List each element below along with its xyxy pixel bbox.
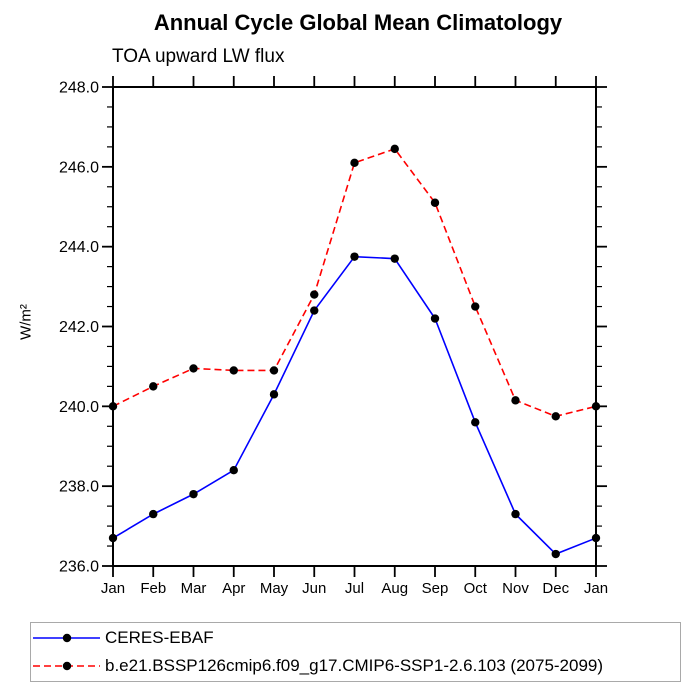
x-tick-labels: Jan Feb Mar Apr May Jun Jul Aug Sep Oct Nov Dec Jan (101, 580, 608, 597)
data-point (390, 254, 399, 263)
y-tick-labels: 236.0 238.0 240.0 242.0 244.0 246.0 248.0 (59, 80, 99, 576)
y-tick-label: 244.0 (59, 239, 99, 256)
x-tick-label: Jun (302, 580, 326, 597)
y-tick-label: 242.0 (59, 319, 99, 336)
x-ticks (112, 76, 597, 577)
data-point (269, 390, 279, 399)
data-point (149, 382, 158, 391)
data-point (430, 198, 440, 207)
x-tick-label: Aug (381, 580, 408, 597)
chart-subtitle: TOA upward LW flux (112, 46, 285, 67)
y-minor-ticks (107, 106, 602, 547)
x-tick-label: Nov (502, 580, 529, 597)
legend-label-ceres-ebaf: CERES-EBAF (105, 628, 214, 647)
data-point (430, 314, 440, 323)
series-markers-0 (108, 252, 601, 559)
x-tick-label: Mar (181, 580, 207, 597)
series-markers-1 (108, 144, 601, 421)
x-tick-label: May (260, 580, 289, 597)
data-point (189, 364, 198, 373)
x-tick-label: Feb (140, 580, 166, 597)
data-point (108, 402, 118, 411)
x-tick-label: Jan (101, 580, 125, 597)
data-point (229, 366, 238, 375)
data-point (269, 366, 279, 375)
data-point (471, 418, 480, 427)
data-point (390, 144, 399, 154)
legend-item-model-run: b.e21.BSSP126cmip6.f09_g17.CMIP6-SSP1-2.… (31, 652, 680, 680)
legend-box: CERES-EBAF b.e21.BSSP126cmip6.f09_g17.CM… (30, 622, 681, 682)
x-tick-label: Apr (222, 580, 245, 597)
y-tick-label: 240.0 (59, 399, 99, 416)
y-tick-label: 246.0 (59, 159, 99, 176)
data-point (551, 412, 560, 421)
data-point (511, 509, 520, 519)
data-point (551, 549, 560, 559)
x-tick-label: Oct (464, 580, 488, 597)
y-tick-label: 238.0 (59, 479, 99, 496)
chart-title: Annual Cycle Global Mean Climatology (153, 10, 563, 35)
data-point (149, 509, 158, 519)
y-tick-label: 248.0 (59, 80, 99, 97)
data-point (350, 158, 359, 168)
x-tick-label: Sep (422, 580, 449, 597)
legend-dashed-line-marker-icon (33, 661, 100, 671)
data-point (350, 252, 359, 261)
data-point (229, 466, 238, 475)
data-point (511, 396, 520, 405)
legend-label-model-run: b.e21.BSSP126cmip6.f09_g17.CMIP6-SSP1-2.… (105, 656, 604, 675)
y-tick-label: 236.0 (59, 559, 99, 576)
x-tick-label: Dec (542, 580, 569, 597)
legend-solid-line-marker-icon (33, 633, 100, 643)
data-point (591, 402, 601, 411)
series-line-1 (112, 147, 597, 418)
data-point (189, 489, 198, 499)
data-point (310, 306, 319, 315)
x-tick-label: Jan (584, 580, 608, 597)
data-point (310, 290, 319, 299)
y-major-ticks (102, 86, 607, 567)
legend-item-ceres-ebaf: CERES-EBAF (31, 624, 680, 652)
series-line-0 (112, 255, 597, 555)
x-tick-label: Jul (345, 580, 364, 597)
data-point (108, 533, 118, 543)
data-point (591, 533, 601, 543)
data-point (471, 302, 480, 311)
